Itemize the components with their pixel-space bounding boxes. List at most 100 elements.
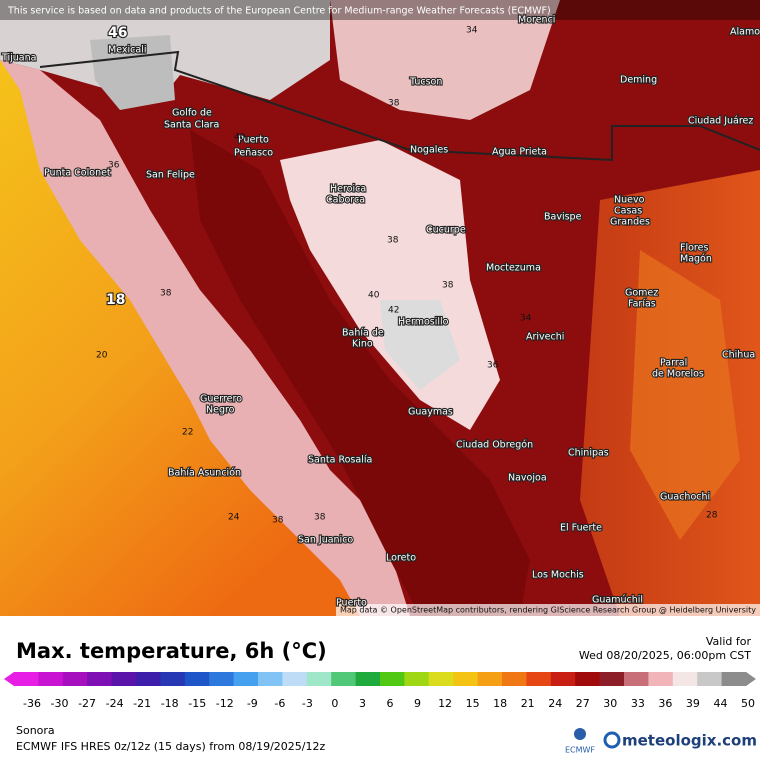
city-label: Negro [206, 405, 235, 416]
city-label: Guerrero [200, 394, 242, 405]
colorbar-step [282, 672, 308, 686]
city-label: Casas [614, 206, 642, 217]
colorbar-step [160, 672, 186, 686]
city-label: Tucson [409, 77, 442, 88]
colorbar-tick: 6 [387, 697, 394, 710]
colorbar-step [599, 672, 625, 686]
colorbar-tick: -30 [51, 697, 69, 710]
cool-area [380, 300, 460, 390]
contour-label: 42 [388, 306, 399, 316]
contour-label: 34 [466, 26, 478, 36]
colorbar-tick: 0 [331, 697, 338, 710]
colorbar-tick: -36 [23, 697, 41, 710]
city-label: Heroica [330, 184, 366, 195]
colorbar-tick: 33 [631, 697, 645, 710]
colorbar-step [404, 672, 430, 686]
city-label: Bavispe [544, 212, 582, 223]
colorbar-tick: 39 [686, 697, 700, 710]
colorbar-step [136, 672, 161, 686]
colorbar-step [209, 672, 235, 686]
contour-label: 40 [368, 291, 380, 301]
city-label: Nuevo [614, 195, 645, 206]
colorbar-tick: 15 [466, 697, 480, 710]
colorbar-tick: 44 [713, 697, 727, 710]
city-label: Morenci [518, 15, 555, 26]
contour-label: 36 [487, 361, 499, 371]
colorbar-arrow [746, 672, 756, 686]
colorbar-tick: 9 [414, 697, 421, 710]
city-label: Kino [352, 339, 373, 350]
colorbar-step [477, 672, 503, 686]
city-label: Flores [680, 243, 708, 254]
contour-label: 40 [234, 133, 246, 143]
colorbar-tick: -15 [188, 697, 206, 710]
colorbar-tick: 12 [438, 697, 452, 710]
city-label: Gomez [625, 288, 658, 299]
colorbar-step [672, 672, 698, 686]
colorbar-tick: 30 [603, 697, 617, 710]
city-label: Los Mochis [532, 570, 584, 581]
colorbar-step [14, 672, 39, 686]
colorbar-step [380, 672, 405, 686]
brand-logo [603, 731, 621, 749]
colorbar-step [62, 672, 88, 686]
contour-label: 20 [96, 351, 108, 361]
city-label: Navojoa [508, 473, 547, 484]
attribution: Map data © OpenStreetMap contributors, r… [340, 606, 756, 615]
city-label: Ciudad Obregón [456, 440, 533, 451]
colorbar-tick: -24 [106, 697, 124, 710]
legend-title: Max. temperature, 6h (°C) [16, 639, 327, 663]
ecmwf: ECMWF [565, 746, 595, 755]
colorbar-step [697, 672, 723, 686]
city-label: Mexicali [108, 45, 146, 56]
city-label: Parral [660, 358, 687, 369]
colorbar-step [575, 672, 601, 686]
warm-area [630, 250, 740, 540]
valid-label: Valid for [706, 635, 752, 648]
city-label: Santa Rosalía [308, 455, 372, 466]
warm-area [330, 0, 560, 120]
colorbar-step [428, 672, 454, 686]
city-label: Chinipas [568, 448, 609, 459]
valid-time: Wed 08/20/2025, 06:00pm CST [579, 649, 751, 662]
contour-label: 38 [160, 289, 172, 299]
city-label: Santa Clara [164, 120, 219, 131]
colorbar-arrow [4, 672, 14, 686]
model: ECMWF IFS HRES 0z/12z (15 days) from 08/… [16, 740, 326, 753]
colorbar-tick: 50 [741, 697, 755, 710]
city-label: Grandes [610, 217, 650, 228]
colorbar-tick: -27 [78, 697, 96, 710]
gulf [190, 130, 530, 616]
colorbar-tick: 24 [548, 697, 562, 710]
colorbar-step [502, 672, 527, 686]
city-label: Chihua [722, 350, 755, 361]
colorbar-tick: 27 [576, 697, 590, 710]
city-label: de Morelos [652, 369, 704, 380]
notice: This service is based on data and produc… [7, 6, 551, 17]
colorbar-step [624, 672, 649, 686]
city-label: San Felipe [146, 170, 195, 181]
city-label: Punta Colonet [44, 168, 111, 179]
city-label: Deming [620, 75, 657, 86]
contour-label: 34 [520, 314, 532, 324]
city-label: Puerto [238, 135, 269, 146]
city-label: Loreto [386, 553, 416, 564]
colorbar-step [526, 672, 552, 686]
colorbar-step [38, 672, 64, 686]
ecmwf-logo [574, 728, 586, 740]
colorbar-tick: 21 [521, 697, 535, 710]
city-label: Peñasco [234, 148, 273, 159]
notice-bar [0, 0, 760, 20]
warm-area [0, 60, 410, 616]
legend: Max. temperature, 6h (°C) Valid for Wed … [4, 635, 757, 755]
city-label: San Juanico [298, 535, 353, 546]
region: Sonora [16, 724, 55, 737]
colorbar-step [550, 672, 576, 686]
city-label: Nogales [410, 145, 448, 156]
city-label: Bahía de [342, 328, 384, 339]
city-label: El Fuerte [560, 523, 602, 534]
colorbar-step [233, 672, 259, 686]
contour-label: 18 [106, 292, 125, 308]
city-label: Tijuana [1, 53, 36, 64]
